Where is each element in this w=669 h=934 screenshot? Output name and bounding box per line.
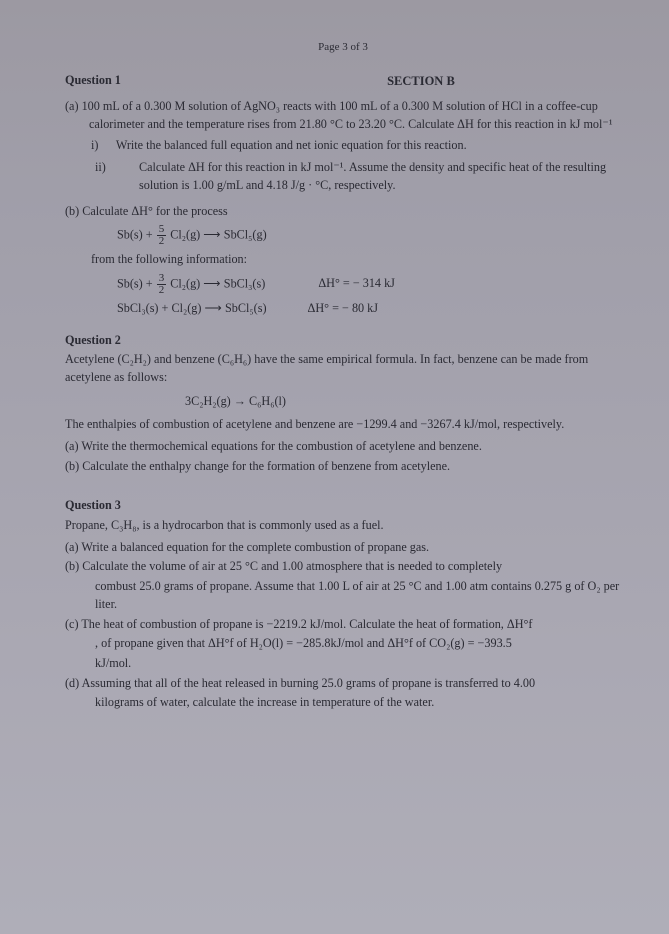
delta-h: ΔH° = − 314 kJ — [318, 275, 395, 293]
q1-a-i: i) Write the balanced full equation and … — [91, 137, 621, 155]
q2-a: (a) Write the thermochemical equations f… — [65, 438, 621, 456]
question-3-block: Question 3 Propane, C₃H₈, is a hydrocarb… — [65, 497, 621, 712]
q1-b-eq2: SbCl₃(s) + Cl₂(g) ⟶ SbCl₅(s) ΔH° = − 80 … — [117, 300, 621, 318]
q3-intro: Propane, C₃H₈, is a hydrocarbon that is … — [65, 517, 621, 535]
fraction: 52 — [157, 224, 167, 247]
q3-title: Question 3 — [65, 497, 621, 515]
section-title: SECTION B — [221, 72, 621, 90]
q1-b-from: from the following information: — [65, 251, 621, 269]
q1-a-i-text: Write the balanced full equation and net… — [116, 138, 467, 152]
worksheet-page: Page 3 of 3 Question 1 SECTION B (a) 100… — [0, 0, 669, 934]
delta-h: ΔH° = − 80 kJ — [308, 300, 378, 318]
q3-c-line3: kJ/mol. — [65, 655, 621, 673]
q1-b-eq1: Sb(s) + 32 Cl₂(g) ⟶ SbCl₃(s) ΔH° = − 314… — [117, 273, 621, 296]
q2-eq: 3C₂H₂(g) → C₆H₆(l) — [185, 393, 621, 411]
eq-rhs: Cl₂(g) ⟶ SbCl₃(s) — [167, 276, 265, 290]
eq-rhs: Cl₂(g) ⟶ SbCl₅(g) — [167, 227, 266, 241]
question-2-block: Question 2 Acetylene (C₂H₂) and benzene … — [65, 332, 621, 476]
q3-d-line2: kilograms of water, calculate the increa… — [65, 694, 621, 712]
q3-d-line1: (d) Assuming that all of the heat releas… — [65, 675, 621, 693]
question-1-block: Question 1 SECTION B (a) 100 mL of a 0.3… — [65, 72, 621, 318]
q1-b-intro: (b) Calculate ΔH° for the process — [65, 203, 621, 221]
q2-b: (b) Calculate the enthalpy change for th… — [65, 458, 621, 476]
q3-b-line1: (b) Calculate the volume of air at 25 °C… — [65, 558, 621, 576]
q2-intro: Acetylene (C₂H₂) and benzene (C₆H₆) have… — [65, 351, 621, 386]
q3-a: (a) Write a balanced equation for the co… — [65, 539, 621, 557]
q2-title: Question 2 — [65, 332, 621, 350]
q3-b-line2: combust 25.0 grams of propane. Assume th… — [65, 578, 621, 613]
q1-a-ii-text: Calculate ΔH for this reaction in kJ mol… — [139, 160, 606, 192]
q3-c-line2: , of propane given that ΔH°f of H₂O(l) =… — [65, 635, 621, 653]
q1-a-intro: (a) 100 mL of a 0.300 M solution of AgNO… — [65, 98, 621, 133]
fraction: 32 — [157, 273, 167, 296]
page-number: Page 3 of 3 — [65, 40, 621, 56]
roman-label: i) — [91, 137, 113, 155]
eq-lhs: Sb(s) + — [117, 276, 156, 290]
q1-b-main-eq: Sb(s) + 52 Cl₂(g) ⟶ SbCl₅(g) — [117, 224, 621, 247]
q2-enthalpies: The enthalpies of combustion of acetylen… — [65, 416, 621, 434]
eq-full: SbCl₃(s) + Cl₂(g) ⟶ SbCl₅(s) — [117, 301, 267, 315]
eq-lhs: Sb(s) + — [117, 227, 156, 241]
q1-title: Question 1 — [65, 72, 121, 96]
roman-label: ii) — [117, 159, 139, 177]
q1-a-ii: ii)Calculate ΔH for this reaction in kJ … — [91, 159, 621, 194]
q3-c-line1: (c) The heat of combustion of propane is… — [65, 616, 621, 634]
